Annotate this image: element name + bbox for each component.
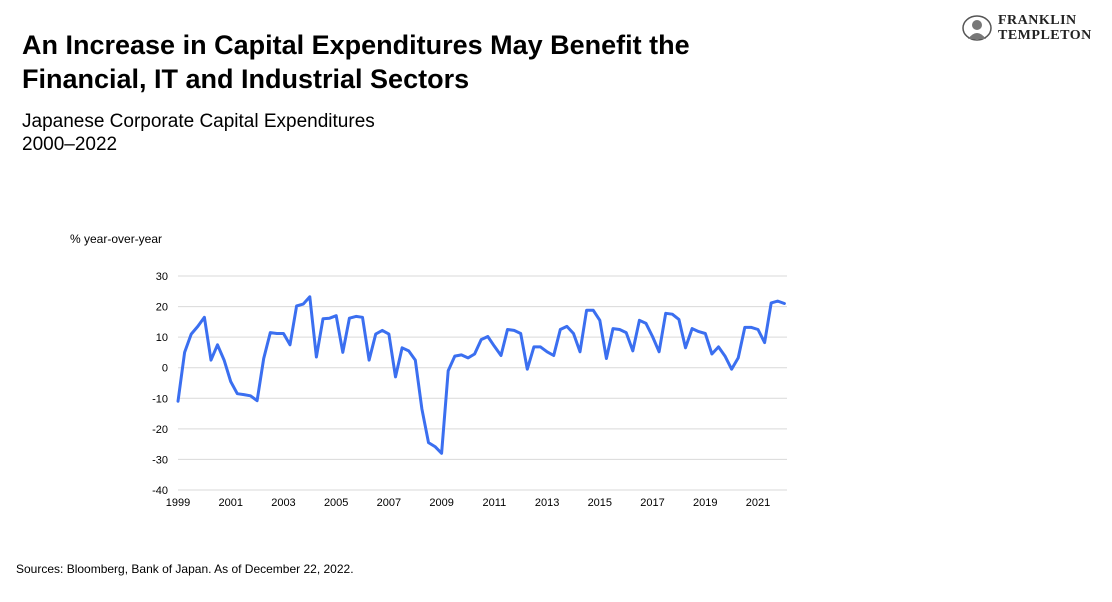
y-tick-label: 0: [162, 363, 168, 375]
x-tick-label: 2009: [429, 497, 453, 509]
logo-wordmark: FRANKLIN TEMPLETON: [998, 13, 1092, 43]
chart-subtitle: Japanese Corporate Capital Expenditures …: [22, 110, 375, 156]
x-tick-label: 2001: [218, 497, 242, 509]
logo-line: FRANKLIN: [998, 13, 1077, 28]
portrait-icon: [962, 15, 992, 41]
x-tick-label: 2005: [324, 497, 348, 509]
title-line: Financial, IT and Industrial Sectors: [22, 64, 470, 94]
x-tick-label: 2019: [693, 497, 717, 509]
source-note: Sources: Bloomberg, Bank of Japan. As of…: [16, 562, 354, 576]
series-group: [176, 295, 786, 455]
y-tick-labels: 30 20 10 0 -10 -20 -30 -40: [152, 271, 168, 497]
y-tick-label: -30: [152, 454, 168, 466]
x-tick-label: 2003: [271, 497, 295, 509]
capex-line-chart: % year-over-year 30 20 10 0 -10 -20 -30 -40 199…: [70, 232, 787, 509]
x-tick-label: 1999: [166, 497, 190, 509]
series-line: [176, 295, 786, 455]
x-tick-label: 2013: [535, 497, 559, 509]
x-tick-label: 2011: [483, 497, 507, 509]
y-tick-label: -40: [152, 485, 168, 497]
franklin-templeton-logo: FRANKLIN TEMPLETON: [962, 13, 1102, 45]
y-tick-label: 30: [156, 271, 168, 283]
x-tick-label: 2021: [746, 497, 770, 509]
y-tick-label: -10: [152, 393, 168, 405]
title-line: An Increase in Capital Expenditures May …: [22, 30, 690, 60]
subtitle-line: Japanese Corporate Capital Expenditures: [22, 111, 375, 132]
logo-line: TEMPLETON: [998, 28, 1092, 43]
subtitle-line: 2000–2022: [22, 134, 118, 155]
y-tick-label: 20: [156, 302, 168, 314]
y-axis-label: % year-over-year: [70, 232, 162, 246]
y-tick-label: 10: [156, 332, 168, 344]
y-tick-label: -20: [152, 424, 168, 436]
x-tick-label: 2007: [377, 497, 401, 509]
page-title: An Increase in Capital Expenditures May …: [22, 28, 922, 96]
x-tick-label: 2015: [588, 497, 612, 509]
x-tick-labels: 1999 2001 2003 2005 2007 2009 2011 2013 2015 2017…: [166, 497, 770, 509]
x-tick-label: 2017: [640, 497, 664, 509]
grid-lines: [178, 275, 787, 491]
